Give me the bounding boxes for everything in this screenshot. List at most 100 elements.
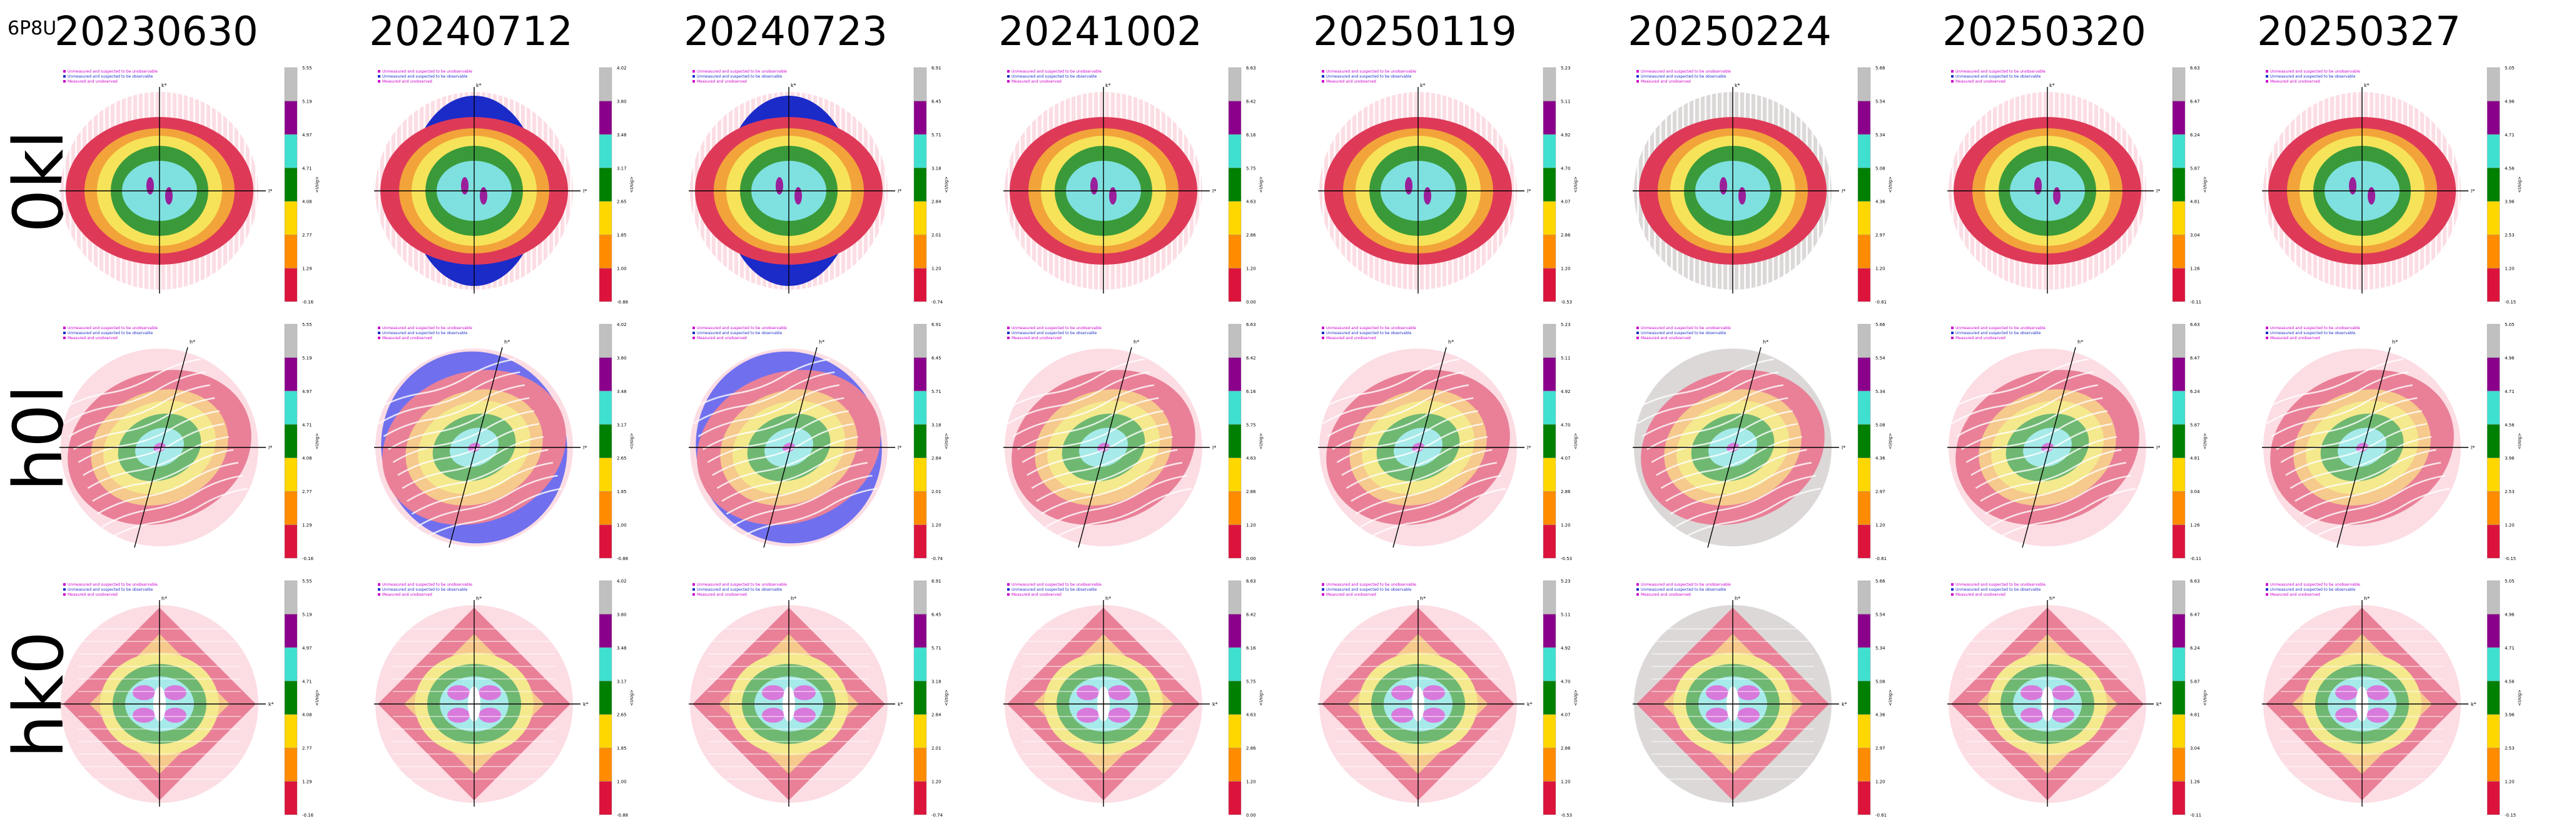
colorbar-tick: 2.01 — [931, 489, 941, 494]
colorbar-tick: 4.56 — [2505, 422, 2515, 427]
colorbar-tick: 4.96 — [2505, 612, 2515, 617]
legend: Unmeasured and suspected to be unobserva… — [692, 583, 787, 597]
axis-label-vertical: k* — [1735, 83, 1740, 88]
colorbar-tick: 4.71 — [302, 679, 312, 684]
colorbar-tick: 3.04 — [2190, 489, 2200, 494]
colorbar-tick: 1.20 — [1875, 523, 1885, 528]
legend: Unmeasured and suspected to be unobserva… — [1007, 583, 1102, 597]
colorbar-segment — [913, 357, 927, 392]
axis-label-vertical: h* — [476, 596, 482, 601]
colorbar-segment — [599, 390, 612, 425]
colorbar-tick: 2.84 — [931, 713, 941, 718]
colorbar-tick: 3.04 — [2190, 746, 2200, 751]
colorbar-segment — [913, 424, 927, 458]
colorbar-tick: -0.88 — [617, 813, 628, 818]
legend: Unmeasured and suspected to be unobserva… — [378, 69, 472, 84]
colorbar-label: <I/sig> — [1888, 690, 1893, 706]
axis-label-vertical: h* — [1763, 339, 1768, 345]
colorbar-segment — [913, 67, 927, 101]
colorbar-tick: 5.55 — [302, 579, 312, 584]
colorbar-segment — [2172, 357, 2186, 392]
axis-label-horizontal: l* — [2156, 445, 2160, 451]
colorbar-tick: -0.61 — [1875, 300, 1887, 305]
pink-spot — [133, 685, 155, 700]
colorbar-segment — [2172, 101, 2186, 135]
colorbar-segment — [913, 647, 927, 681]
colorbar-segment — [1543, 781, 1556, 815]
legend-entry: Unmeasured and suspected to be unobserva… — [1955, 583, 2046, 587]
colorbar-segment — [284, 234, 298, 268]
colorbar-tick: 2.97 — [1875, 746, 1885, 751]
legend: Unmeasured and suspected to be unobserva… — [692, 326, 787, 340]
axis-label-horizontal: l* — [583, 445, 587, 451]
legend-entry: Measured and unobserved — [1641, 336, 1691, 340]
colorbar: -0.16 1.29 2.77 4.08 4.71 4.97 5.19 5.55 <I/sig> — [284, 66, 320, 305]
legend-entry: Unmeasured and suspected to be observabl… — [1012, 74, 1097, 79]
colorbar-segment — [1857, 747, 1871, 782]
reciprocal-space-panel: k* h* Unmeasured and suspected to be unobs… — [1633, 579, 1893, 818]
axis-label-horizontal: l* — [898, 188, 901, 194]
colorbar-tick: 1.20 — [2505, 780, 2515, 785]
pink-spot — [2021, 685, 2043, 700]
colorbar-tick: 1.20 — [2505, 523, 2515, 528]
colorbar-segment — [913, 491, 927, 525]
colorbar-segment — [1228, 101, 1242, 135]
colorbar-tick: 1.00 — [617, 267, 627, 272]
colorbar-segment — [1228, 647, 1242, 681]
purple-spot — [1405, 177, 1412, 195]
axis-label-vertical: h* — [1105, 596, 1111, 601]
colorbar-segment — [284, 268, 298, 302]
colorbar-tick: 5.11 — [1561, 355, 1571, 360]
colorbar-tick: 4.02 — [617, 579, 627, 584]
colorbar-tick: -0.74 — [931, 556, 943, 561]
colorbar-segment — [913, 747, 927, 782]
colorbar-tick: 1.20 — [1561, 267, 1571, 272]
axis-label-horizontal: l* — [1527, 445, 1531, 451]
colorbar-segment — [1857, 67, 1871, 101]
colorbar-segment — [1857, 357, 1871, 392]
colorbar-tick: -0.53 — [1561, 300, 1572, 305]
colorbar-segment — [284, 524, 298, 559]
legend-entry: Unmeasured and suspected to be unobserva… — [1326, 69, 1416, 74]
colorbar-tick: 2.84 — [931, 456, 941, 461]
legend-entry: Unmeasured and suspected to be unobserva… — [2270, 69, 2360, 74]
colorbar-segment — [2172, 747, 2186, 782]
colorbar-tick: 5.71 — [931, 133, 941, 138]
axis-label-vertical: h* — [190, 339, 195, 345]
pink-spot — [1422, 708, 1445, 723]
colorbar-segment — [913, 524, 927, 559]
colorbar-tick: 5.87 — [2190, 679, 2200, 684]
colorbar: -0.61 1.20 2.97 4.36 5.08 5.34 5.54 5.66 <I/sig> — [1857, 322, 1893, 561]
colorbar-tick: 4.70 — [1561, 166, 1571, 171]
legend-entry: Unmeasured and suspected to be observabl… — [1326, 74, 1412, 79]
colorbar-tick: -0.11 — [2190, 300, 2201, 305]
colorbar-tick: -0.15 — [2505, 300, 2516, 305]
legend-entry: Unmeasured and suspected to be observabl… — [68, 74, 153, 79]
pink-spot — [762, 685, 784, 700]
colorbar-segment — [1228, 324, 1242, 358]
colorbar-segment — [2487, 647, 2500, 681]
colorbar-tick: -0.16 — [302, 300, 314, 305]
legend: Unmeasured and suspected to be unobserva… — [1322, 69, 1416, 84]
pink-spot — [1391, 708, 1414, 723]
colorbar-label: <I/sig> — [1888, 176, 1893, 193]
pink-spot — [133, 708, 155, 723]
axis-label-vertical: h* — [2049, 596, 2055, 601]
colorbar-segment — [1543, 134, 1556, 168]
colorbar-tick: 4.08 — [302, 713, 312, 718]
colorbar-segment — [913, 781, 927, 815]
colorbar-label: <I/sig> — [2517, 690, 2522, 706]
purple-spot — [146, 177, 154, 195]
legend: Unmeasured and suspected to be unobserva… — [1951, 69, 2046, 84]
legend: Unmeasured and suspected to be unobserva… — [1007, 69, 1102, 84]
colorbar-tick: 2.86 — [1561, 489, 1571, 494]
legend-entry: Unmeasured and suspected to be observabl… — [1955, 331, 2041, 335]
colorbar-tick: 5.23 — [1561, 66, 1571, 71]
colorbar-segment — [1543, 268, 1556, 302]
colorbar-tick: 1.20 — [1875, 780, 1885, 785]
colorbar-segment — [1228, 67, 1242, 101]
pink-spot — [2052, 708, 2074, 723]
colorbar-tick: 1.85 — [617, 233, 627, 238]
colorbar-tick: 3.17 — [617, 422, 627, 427]
colorbar-tick: 6.45 — [931, 99, 941, 104]
